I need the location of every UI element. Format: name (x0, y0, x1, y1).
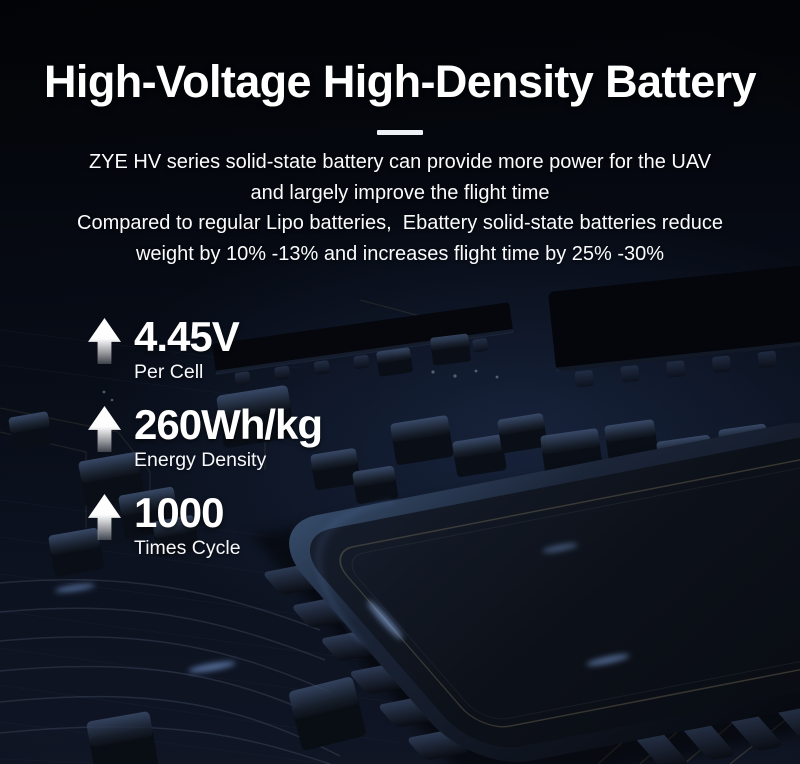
description-line: and largely improve the flight time (250, 181, 550, 204)
description-line: Compared to regular Lipo batteries, Ebat… (77, 212, 723, 234)
description-line: weight by 10% -13% and increases flight … (135, 242, 665, 265)
stat-text: 260Wh/kg Energy Density (134, 401, 323, 472)
stat-value: 4.45V (134, 313, 240, 360)
description-line: ZYE HV series solid-state battery can pr… (88, 151, 712, 173)
arrow-up-icon (88, 494, 121, 540)
title-divider (377, 130, 423, 135)
stat-text: 1000 Times Cycle (134, 489, 241, 560)
arrow-up-icon (88, 318, 121, 364)
stat-label: Times Cycle (134, 537, 241, 559)
arrow-up-icon (88, 406, 121, 452)
stat-item-times-cycle: 1000 Times Cycle (88, 492, 322, 559)
stat-item-energy-density: 260Wh/kg Energy Density (88, 401, 323, 472)
stat-item-per-cell: 4.45V Per Cell (88, 316, 322, 383)
stat-text: 4.45V Per Cell (134, 313, 240, 384)
stats-list: 4.45V Per Cell 260Wh/kg Energy Density 1… (88, 316, 323, 559)
description: ZYE HV series solid-state battery can pr… (0, 147, 800, 269)
stat-value: 1000 (134, 489, 224, 536)
stat-label: Energy Density (134, 449, 267, 471)
page-title: High-Voltage High-Density Battery (44, 56, 757, 107)
stat-value: 260Wh/kg (134, 401, 323, 448)
stat-label: Per Cell (134, 361, 204, 383)
